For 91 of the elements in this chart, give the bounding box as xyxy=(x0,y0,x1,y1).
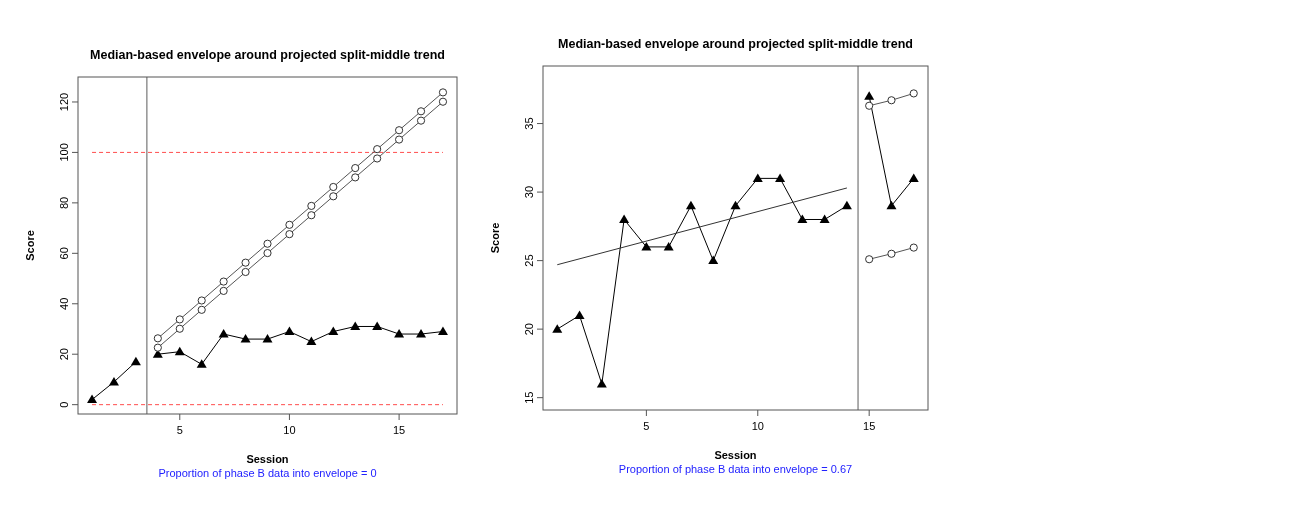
point xyxy=(865,101,874,110)
x-tick-label: 5 xyxy=(643,420,650,432)
point xyxy=(285,220,294,229)
point xyxy=(841,200,852,210)
point xyxy=(887,249,896,258)
point xyxy=(175,324,184,333)
text: Proportion of phase B data into envelope = 0.67 xyxy=(618,463,853,475)
point xyxy=(730,200,741,210)
point xyxy=(219,286,228,295)
point xyxy=(865,255,874,264)
point xyxy=(241,258,250,267)
y-tick-label: 20 xyxy=(58,348,70,361)
point xyxy=(218,329,229,338)
point xyxy=(284,326,295,336)
point xyxy=(329,192,338,201)
point xyxy=(394,329,405,338)
point xyxy=(351,173,360,182)
point xyxy=(395,126,404,135)
x-axis-title: Session xyxy=(714,449,757,461)
point xyxy=(153,334,162,343)
point xyxy=(285,230,294,239)
point xyxy=(241,267,250,277)
point xyxy=(329,182,338,192)
point xyxy=(174,346,185,356)
y-tick-label: 25 xyxy=(523,254,535,267)
point xyxy=(819,214,830,223)
point xyxy=(908,173,919,182)
point xyxy=(219,277,228,286)
point xyxy=(351,163,360,173)
point xyxy=(641,241,652,251)
point xyxy=(87,394,98,404)
x-tick-label: 10 xyxy=(283,424,296,436)
point xyxy=(797,214,808,223)
point xyxy=(416,329,427,338)
y-tick-label: 100 xyxy=(58,143,70,162)
point xyxy=(574,310,585,319)
point xyxy=(175,315,184,324)
text: Proportion of phase B data into envelope = 0 xyxy=(158,467,377,479)
point xyxy=(685,200,696,210)
point xyxy=(864,91,875,100)
x-tick-label: 15 xyxy=(392,424,406,436)
y-axis-title: Score xyxy=(489,222,501,254)
x-tick-label: 10 xyxy=(751,420,764,432)
point xyxy=(350,321,361,330)
point xyxy=(663,241,674,251)
y-tick-label: 40 xyxy=(58,297,70,310)
chart-title: Median-based envelope around projected split-middle trend xyxy=(558,37,913,51)
point xyxy=(197,305,206,314)
point xyxy=(328,326,339,336)
point xyxy=(775,173,786,182)
point xyxy=(887,96,896,105)
y-tick-label: 120 xyxy=(58,92,70,112)
point xyxy=(909,243,918,252)
x-tick-label: 5 xyxy=(176,424,183,436)
point xyxy=(306,336,317,346)
point xyxy=(307,201,316,210)
point xyxy=(262,334,273,343)
y-tick-label: 30 xyxy=(523,185,535,199)
chart-title: Median-based envelope around projected split-middle trend xyxy=(90,48,445,62)
point xyxy=(240,334,251,343)
point xyxy=(153,343,162,352)
point xyxy=(438,88,448,97)
point xyxy=(196,359,207,368)
y-tick-label: 60 xyxy=(58,247,70,260)
y-tick-label: 15 xyxy=(523,391,535,404)
point xyxy=(395,135,404,144)
y-tick-label: 80 xyxy=(58,196,70,209)
x-axis-title: Session xyxy=(246,453,289,465)
point xyxy=(437,326,448,336)
point xyxy=(307,211,316,220)
y-tick-label: 35 xyxy=(523,117,535,130)
point xyxy=(373,145,382,154)
point xyxy=(263,248,272,258)
y-axis-title: Score xyxy=(24,230,36,261)
point xyxy=(752,173,763,182)
point xyxy=(197,296,206,305)
point xyxy=(619,214,630,223)
point xyxy=(372,321,383,330)
point xyxy=(909,89,918,98)
point xyxy=(552,324,563,333)
point xyxy=(886,200,897,210)
point xyxy=(263,239,272,248)
point xyxy=(130,356,141,366)
point xyxy=(416,116,426,125)
point xyxy=(373,154,382,163)
point xyxy=(438,97,448,106)
point xyxy=(416,107,426,116)
x-tick-label: 15 xyxy=(863,420,876,432)
y-tick-label: 0 xyxy=(58,401,70,408)
point xyxy=(708,255,719,265)
y-tick-label: 20 xyxy=(523,323,535,336)
